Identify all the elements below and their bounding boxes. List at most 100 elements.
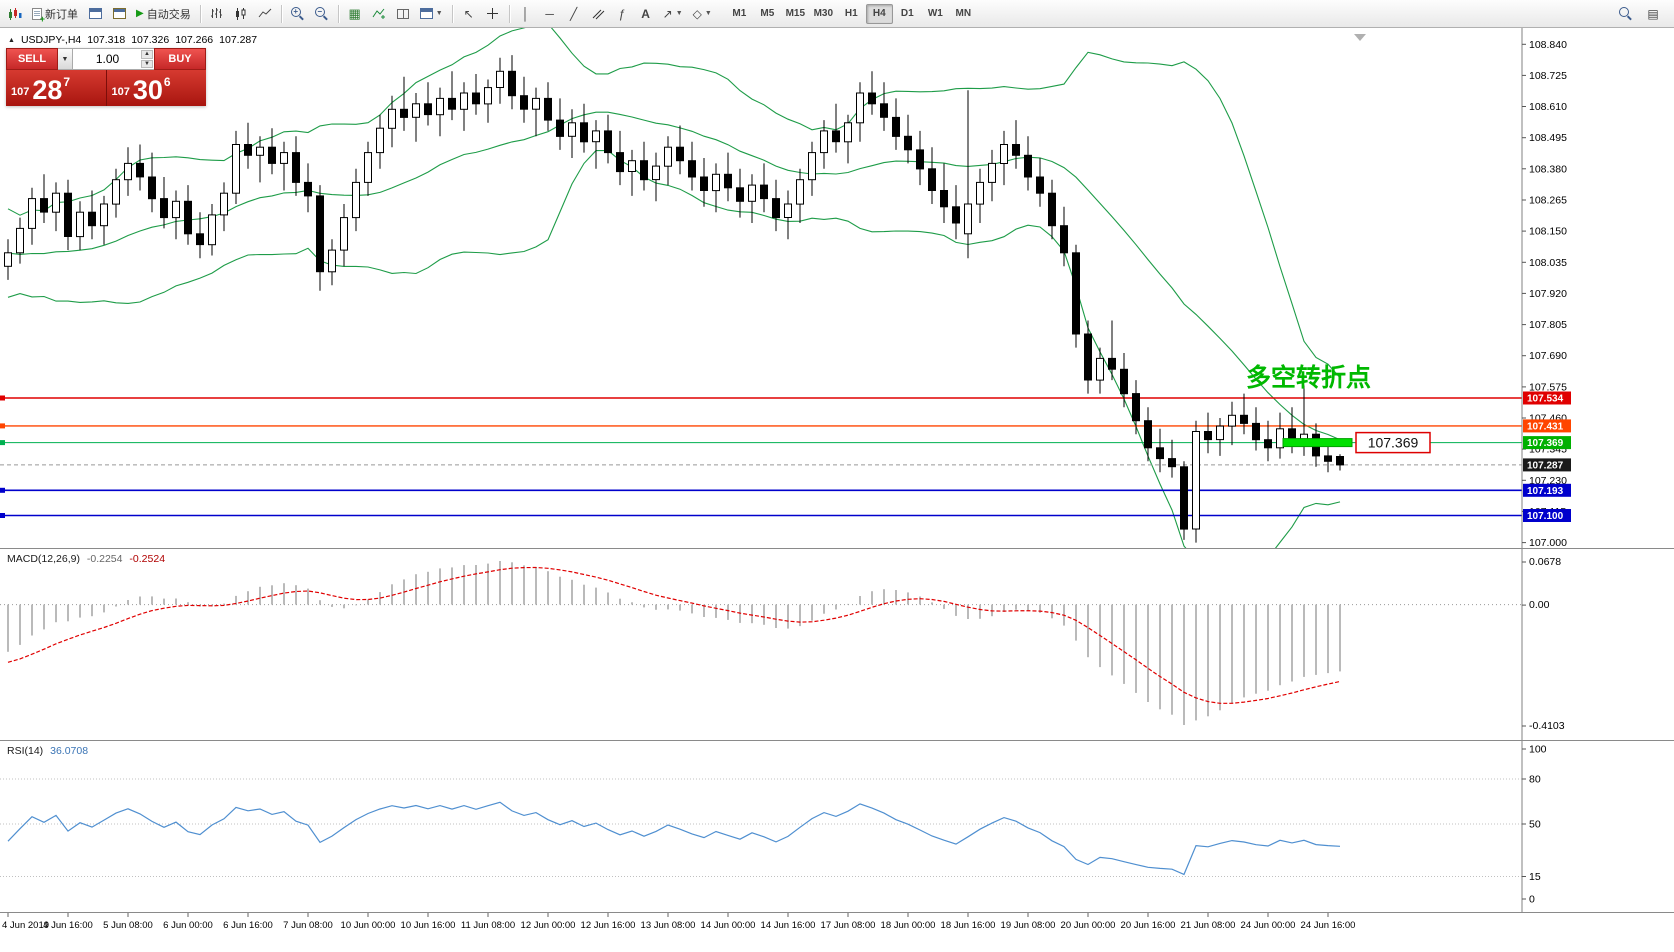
- price-tag-107.431: 107.431: [1523, 419, 1571, 433]
- search-icon: [1618, 7, 1632, 20]
- timeframe-H4[interactable]: H4: [865, 3, 893, 24]
- market-watch-button[interactable]: [84, 3, 106, 25]
- cursor-button[interactable]: ↖: [458, 3, 480, 25]
- time-tick: 4 Jun 2019: [2, 920, 49, 931]
- main-chart-canvas[interactable]: 107.369 多空转折点 108.840 108.725 108.610 108.495…: [0, 28, 1674, 548]
- price-tick: 108.725: [1529, 70, 1567, 82]
- hline-handle[interactable]: [0, 423, 5, 429]
- zoom-in-button[interactable]: +: [287, 3, 309, 25]
- time-tick: 18 Jun 16:00: [941, 920, 996, 931]
- time-tick: 21 Jun 08:00: [1181, 920, 1236, 931]
- timeframe-M1[interactable]: M1: [732, 8, 747, 19]
- buy-button[interactable]: BUY: [154, 48, 206, 70]
- ask-price[interactable]: 107 30 6: [107, 70, 207, 106]
- bid-big-digits: 28: [32, 75, 63, 106]
- new-order-button[interactable]: 新订单: [28, 3, 82, 25]
- macd-name: MACD(12,26,9): [7, 553, 80, 565]
- bollinger-lower-band: [7, 150, 1341, 548]
- vertical-line-button[interactable]: │: [515, 3, 537, 25]
- crosshair-button[interactable]: [482, 3, 504, 25]
- macd-canvas[interactable]: 0.0678 0.00 -0.4103: [0, 549, 1674, 740]
- timeframe-M30[interactable]: M30: [813, 8, 834, 19]
- chevron-down-icon: ▼: [704, 10, 712, 17]
- bar-chart-button[interactable]: [206, 3, 228, 25]
- open-value: 107.318: [87, 34, 126, 46]
- bar-chart-icon: [211, 8, 223, 18]
- price-tag-107.369: 107.369: [1523, 436, 1571, 450]
- auto-trading-button[interactable]: ▶ 自动交易: [132, 3, 195, 25]
- price-tick: 107.000: [1529, 537, 1567, 548]
- tile-windows-button[interactable]: [392, 3, 414, 25]
- ask-pip-digit: 6: [163, 75, 171, 89]
- svg-text:107.431: 107.431: [1527, 421, 1564, 432]
- channel-button[interactable]: [587, 3, 609, 25]
- time-tick: 12 Jun 16:00: [581, 920, 636, 931]
- sell-button[interactable]: SELL: [6, 48, 58, 70]
- toolbar-separator: [451, 4, 453, 23]
- time-tick: 20 Jun 00:00: [1061, 920, 1116, 931]
- time-tick: 24 Jun 16:00: [1301, 920, 1356, 931]
- time-tick: 6 Jun 16:00: [223, 920, 273, 931]
- timeframe-M5[interactable]: M5: [760, 8, 775, 19]
- hline-handle[interactable]: [0, 440, 5, 446]
- price-tick: 108.035: [1529, 257, 1567, 269]
- rsi-canvas[interactable]: 100 80 50 15 0: [0, 741, 1674, 912]
- zoom-out-button[interactable]: −: [311, 3, 333, 25]
- candle-chart-button[interactable]: [230, 3, 252, 25]
- hline-handle[interactable]: [0, 487, 5, 493]
- toolbar: 新订单 ▶自动交易 + − ▦ ▼ ↖ │ ─ ╱ ƒ A ↗▼ ◇▼ M1 M5…: [0, 0, 1674, 28]
- time-axis[interactable]: 4 Jun 2019 4 Jun 16:00 5 Jun 08:00 6 Jun 00…: [0, 912, 1674, 936]
- timeframe-W1[interactable]: W1: [927, 8, 943, 19]
- timeframe-D1[interactable]: D1: [900, 8, 914, 19]
- volume-up-button[interactable]: ▲: [141, 50, 153, 59]
- bollinger-upper-band: [7, 28, 1341, 379]
- hline-handle[interactable]: [0, 513, 5, 518]
- bid-price[interactable]: 107 28 7: [6, 70, 107, 106]
- timeframe-H1[interactable]: H1: [844, 8, 858, 19]
- price-tick: 108.265: [1529, 195, 1567, 207]
- ask-prefix: 107: [111, 86, 130, 99]
- text-button[interactable]: A: [635, 3, 657, 25]
- price-tag-107.100: 107.100: [1523, 509, 1571, 522]
- macd-axis-tick: 0.0678: [1529, 556, 1561, 568]
- price-tick: 108.380: [1529, 163, 1567, 175]
- chevron-down-icon: ▼: [435, 10, 443, 17]
- volume-dropdown-button[interactable]: ▼: [58, 48, 73, 70]
- fibonacci-button[interactable]: ƒ: [611, 3, 633, 25]
- candles-layer: [4, 55, 1344, 543]
- rsi-panel: 100 80 50 15 0 RSI(14) 36.0708: [0, 740, 1674, 912]
- zoom-in-icon: +: [291, 7, 304, 20]
- timeframe-M15[interactable]: M15: [785, 8, 806, 19]
- line-chart-icon: [258, 8, 272, 18]
- shapes-button[interactable]: ◇ ▼: [689, 3, 716, 25]
- search-button[interactable]: [1614, 3, 1636, 25]
- hline-handle[interactable]: [0, 395, 5, 401]
- panel-toggle-button[interactable]: ▤: [1642, 3, 1664, 25]
- timeframe-MN[interactable]: MN: [955, 8, 972, 19]
- channel-icon: [592, 9, 604, 20]
- horizontal-line-button[interactable]: ─: [539, 3, 561, 25]
- trendline-button[interactable]: ╱: [563, 3, 585, 25]
- chart-shift-marker[interactable]: [1354, 34, 1366, 41]
- grid-button[interactable]: ▦: [344, 3, 366, 25]
- volume-input[interactable]: [73, 49, 154, 69]
- line-chart-button[interactable]: [254, 3, 276, 25]
- toolbar-separator: [199, 4, 201, 23]
- support-highlight-segment[interactable]: [1282, 438, 1353, 448]
- macd-axis-tick: 0.00: [1529, 599, 1550, 611]
- rsi-axis: [1522, 741, 1674, 912]
- indicators-button[interactable]: [368, 3, 390, 25]
- arrows-button[interactable]: ↗ ▼: [659, 3, 687, 25]
- price-tag-107.534: 107.534: [1523, 391, 1571, 405]
- chart-ohlc-readout: ▲ USDJPY-,H4 107.318 107.326 107.266 107…: [8, 34, 257, 46]
- volume-down-button[interactable]: ▼: [141, 59, 153, 68]
- annotation-text[interactable]: 多空转折点: [1246, 363, 1371, 392]
- toolbar-right-group: ▤: [1614, 3, 1670, 25]
- data-window-button[interactable]: [108, 3, 130, 25]
- price-callout-box[interactable]: [1355, 431, 1431, 454]
- macd-label: MACD(12,26,9) -0.2254 -0.2524: [7, 553, 165, 565]
- bottom-filler: [0, 936, 1674, 952]
- new-chart-button[interactable]: ▼: [416, 3, 447, 25]
- horizontal-line-icon: ─: [545, 6, 554, 21]
- macd-panel: 0.0678 0.00 -0.4103 MACD(12,26,9) -0.2254 …: [0, 548, 1674, 740]
